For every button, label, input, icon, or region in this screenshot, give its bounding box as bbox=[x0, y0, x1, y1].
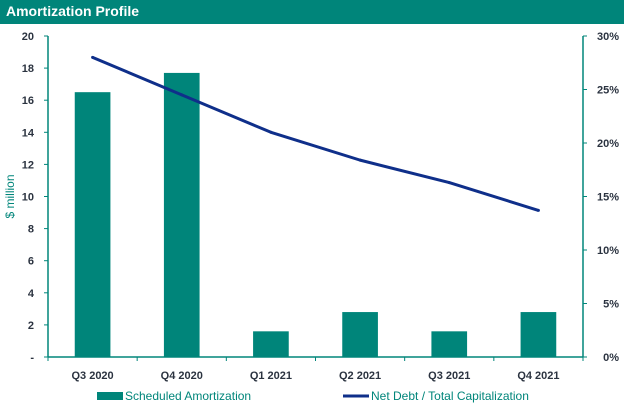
bar bbox=[520, 312, 557, 357]
x-tick-label: Q3 2021 bbox=[428, 370, 470, 382]
y-tick-label: 8 bbox=[28, 224, 34, 236]
chart-title: Amortization Profile bbox=[6, 3, 140, 19]
bar bbox=[163, 72, 200, 357]
y-tick-label: 18 bbox=[22, 63, 34, 75]
y2-tick-label: 25% bbox=[597, 85, 619, 97]
y-tick-label: 12 bbox=[22, 159, 34, 171]
line-point bbox=[536, 208, 540, 212]
bar bbox=[74, 92, 111, 358]
y-tick-label: 4 bbox=[28, 288, 35, 300]
y-axis-title: $ million bbox=[3, 174, 17, 218]
line-point bbox=[180, 93, 184, 97]
y-tick-label: 20 bbox=[22, 31, 34, 43]
chart-header: Amortization Profile bbox=[0, 0, 624, 24]
bar bbox=[431, 331, 468, 357]
y2-tick-label: 15% bbox=[597, 192, 619, 204]
y2-tick-label: 20% bbox=[597, 138, 619, 150]
line-point bbox=[269, 130, 273, 134]
y-tick-label: - bbox=[30, 352, 34, 364]
legend-bar-label: Scheduled Amortization bbox=[125, 389, 251, 403]
line-point bbox=[358, 158, 362, 162]
y2-tick-label: 0% bbox=[603, 352, 619, 364]
line-point bbox=[91, 55, 95, 59]
y-tick-label: 2 bbox=[28, 320, 34, 332]
y2-tick-label: 5% bbox=[603, 299, 619, 311]
y-tick-label: 6 bbox=[28, 256, 34, 268]
bar bbox=[253, 331, 289, 357]
y-tick-label: 14 bbox=[22, 127, 35, 139]
y-tick-label: 10 bbox=[22, 192, 34, 204]
legend-bar-swatch bbox=[97, 392, 123, 400]
x-tick-label: Q1 2021 bbox=[250, 370, 292, 382]
x-tick-label: Q4 2020 bbox=[161, 370, 203, 382]
y2-tick-label: 30% bbox=[597, 31, 619, 43]
y2-tick-label: 10% bbox=[597, 245, 619, 257]
x-tick-label: Q2 2021 bbox=[339, 370, 381, 382]
x-tick-label: Q4 2021 bbox=[517, 370, 559, 382]
bar bbox=[342, 312, 378, 357]
line-series bbox=[92, 56, 539, 212]
y-tick-label: 16 bbox=[22, 95, 34, 107]
line-point bbox=[447, 181, 451, 185]
legend-line-label: Net Debt / Total Capitalization bbox=[371, 389, 529, 403]
x-tick-label: Q3 2020 bbox=[71, 370, 113, 382]
